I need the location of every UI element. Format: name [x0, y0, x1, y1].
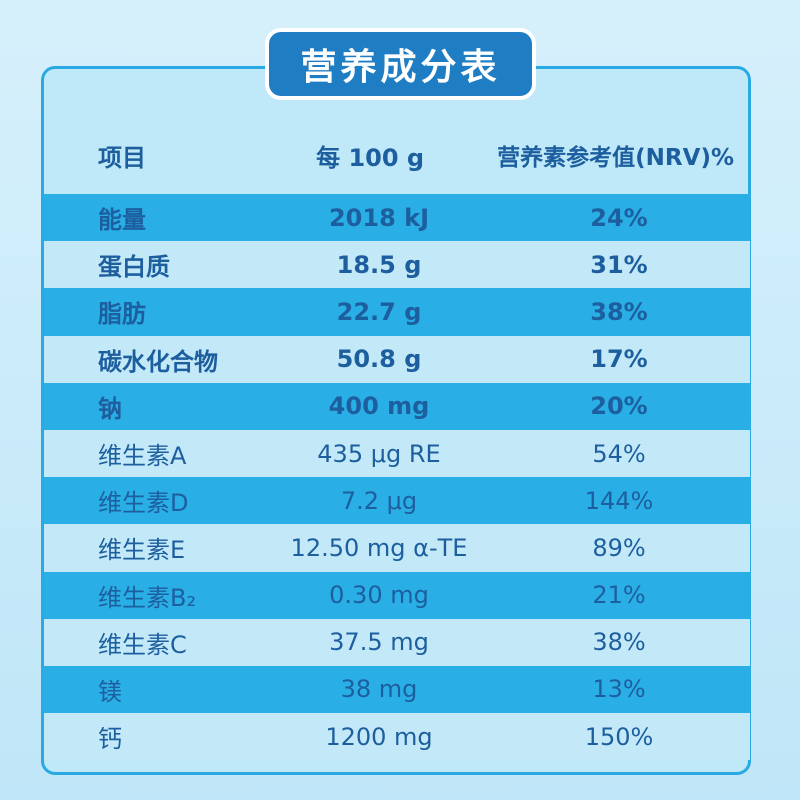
nutrient-nrv: 17% [590, 345, 648, 374]
header-per-100g: 每 100 g [316, 143, 425, 172]
nutrient-nrv: 38% [590, 297, 648, 326]
table-header: 项目 每 100 g 营养素参考值(NRV)% [44, 131, 750, 179]
table-row: 镁 38 mg 13% [44, 665, 750, 714]
header-item: 项目 [98, 143, 146, 172]
nutrient-amount: 400 mg [328, 392, 430, 421]
nutrient-name: 维生素E [98, 536, 186, 565]
nutrient-nrv: 20% [590, 392, 648, 421]
table-row: 脂肪 22.7 g 38% [44, 288, 750, 336]
nutrient-name: 镁 [98, 677, 122, 706]
nutrient-name: 钙 [98, 725, 122, 754]
nutrient-amount: 38 mg [340, 675, 418, 704]
nutrient-name: 脂肪 [98, 300, 146, 329]
nutrient-amount: 37.5 mg [329, 628, 429, 657]
nutrient-name: 维生素D [98, 489, 189, 518]
table-row: 维生素D 7.2 μg 144% [44, 477, 750, 525]
nutrient-amount: 22.7 g [336, 297, 422, 326]
nutrient-nrv: 54% [592, 439, 646, 468]
nutrient-amount: 7.2 μg [340, 486, 418, 515]
nutrient-nrv: 31% [590, 250, 648, 279]
table-row: 维生素A 435 μg RE 54% [44, 429, 750, 478]
nutrient-name: 能量 [98, 206, 146, 235]
nutrient-nrv: 38% [592, 628, 646, 657]
table-row: 能量 2018 kJ 24% [44, 194, 750, 242]
nutrient-name: 碳水化合物 [98, 347, 218, 376]
nutrient-nrv: 144% [584, 486, 654, 515]
nutrient-nrv: 21% [592, 581, 646, 610]
nutrient-name: 维生素A [98, 442, 187, 471]
nutrient-amount: 0.30 mg [329, 581, 429, 610]
nutrient-name: 钠 [98, 394, 122, 423]
nutrient-name: 蛋白质 [98, 253, 170, 282]
table-body: 能量 2018 kJ 24% 蛋白质 18.5 g 31% 脂肪 22.7 g … [44, 194, 750, 761]
page-title: 营养成分表 [265, 28, 536, 100]
nutrient-amount: 435 μg RE [317, 439, 441, 468]
nutrient-amount: 18.5 g [336, 250, 422, 279]
table-row: 蛋白质 18.5 g 31% [44, 241, 750, 289]
table-row: 维生素B₂ 0.30 mg 21% [44, 571, 750, 619]
table-row: 维生素C 37.5 mg 38% [44, 618, 750, 666]
table-row: 钠 400 mg 20% [44, 382, 750, 430]
nutrient-name: 维生素C [98, 630, 187, 659]
nutrient-name: 维生素B₂ [98, 583, 197, 612]
nutrient-nrv: 24% [590, 203, 648, 232]
nutrient-nrv: 150% [584, 722, 654, 751]
nutrient-amount: 2018 kJ [328, 203, 430, 232]
header-nrv: 营养素参考值(NRV)% [497, 145, 734, 171]
nutrient-amount: 50.8 g [336, 345, 422, 374]
table-row: 维生素E 12.50 mg α-TE 89% [44, 524, 750, 572]
nutrient-nrv: 13% [592, 675, 646, 704]
table-row: 碳水化合物 50.8 g 17% [44, 335, 750, 383]
nutrient-amount: 12.50 mg α-TE [290, 533, 468, 562]
nutrient-nrv: 89% [592, 533, 646, 562]
nutrient-amount: 1200 mg [325, 722, 433, 751]
table-row: 钙 1200 mg 150% [44, 713, 750, 761]
